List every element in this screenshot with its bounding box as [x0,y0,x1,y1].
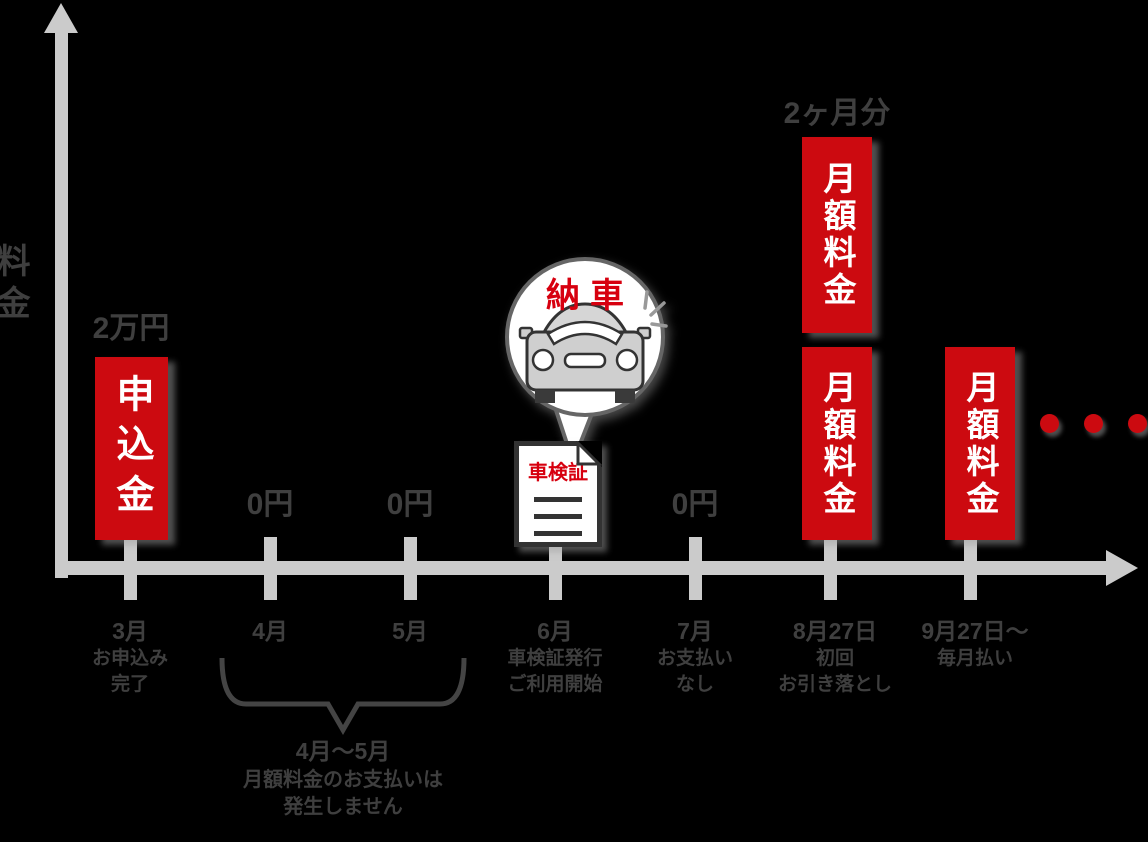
document-text-line [533,497,583,502]
delivery-bubble-label: 納車 [546,277,634,315]
monthly-fee-bar-next: 月額料金 [945,347,1015,540]
tick-label-july: 7月 お支払い なし [656,618,733,695]
tick-label-april: 4月 [252,618,288,644]
inspection-certificate-label: 車検証 [528,462,588,484]
tick-mark-7 [964,537,977,600]
zero-yen-label-april: 0円 [246,488,294,521]
ellipsis-dot-icon [1084,414,1103,433]
tick-label-september: 9月27日〜 毎月払い [921,618,1029,669]
monthly-fee-bar-next-label: 月額料金 [962,369,999,518]
x-axis-line [55,561,1108,575]
ellipsis-dot-icon [1128,414,1147,433]
monthly-fee-bar-lower: 月額料金 [802,347,872,540]
tick-mark-1 [124,537,137,600]
tick-label-august: 8月27日 初回 お引き落とし [777,618,892,695]
application-fee-amount: 2万円 [92,312,170,345]
sparkle-icon [643,290,668,328]
ellipsis-dot-icon [1040,414,1059,433]
application-fee-bar: 申込金 [95,357,168,540]
bracket-note-line3: 発生しません [283,796,403,818]
y-axis-line [55,30,68,578]
tick-mark-6 [824,537,837,600]
monthly-fee-bar-upper-label: 月額料金 [819,161,856,309]
tick-label-may: 5月 [392,618,428,644]
y-axis-label: 料金 [0,243,29,327]
x-axis-arrow-icon [1106,550,1138,586]
monthly-fee-bar-lower-label: 月額料金 [819,369,856,518]
y-axis-arrow-icon [44,3,78,33]
document-fold-icon [576,441,602,467]
document-text-line [533,531,583,536]
two-months-note: 2ヶ月分 [783,97,891,130]
tick-mark-3 [404,537,417,600]
zero-yen-label-july: 0円 [671,488,719,521]
tick-mark-4 [549,537,562,600]
tick-mark-2 [264,537,277,600]
tick-label-march: 3月 お申込み 完了 [91,618,168,695]
application-fee-bar-label: 申込金 [110,373,152,524]
document-text-line [533,514,583,519]
monthly-fee-bar-upper: 月額料金 [802,137,872,333]
zero-yen-label-may: 0円 [386,488,434,521]
tick-label-june: 6月 車検証発行 ご利用開始 [507,618,603,695]
bracket-note-line1: 4月〜5月 [295,738,391,764]
inspection-certificate-document: 車検証 [514,441,602,547]
bracket-note-line2: 月額料金のお支払いは [243,769,443,791]
tick-mark-5 [689,537,702,600]
car-icon [518,302,652,403]
delivery-bubble [505,257,668,468]
no-payment-bracket [219,657,467,736]
